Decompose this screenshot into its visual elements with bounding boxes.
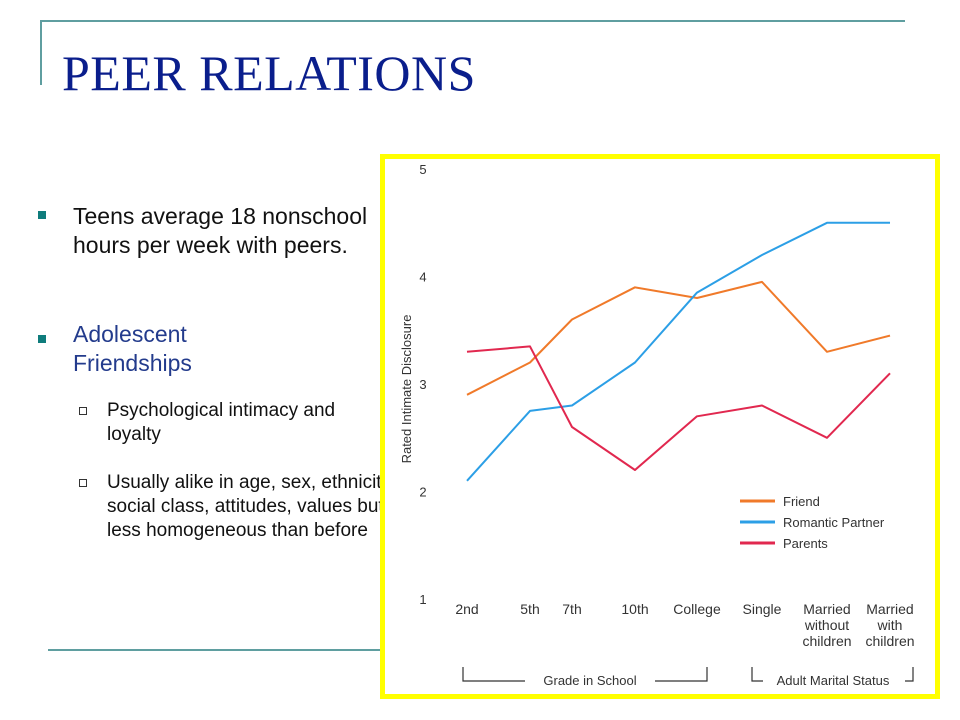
x-category-label: Married without children	[802, 601, 851, 649]
x-category-label: 7th	[562, 601, 581, 617]
y-tick-label: 3	[419, 377, 426, 392]
hollow-square-bullet-icon	[79, 407, 87, 415]
bottom-divider-line	[48, 649, 388, 651]
y-tick-label: 2	[419, 485, 426, 500]
y-tick-label: 5	[419, 162, 426, 177]
legend-label: Friend	[783, 494, 820, 509]
series-line-romantic-partner	[466, 221, 890, 482]
y-tick-label: 4	[419, 270, 426, 285]
y-axis-label: Rated Intimate Disclosure	[399, 315, 414, 464]
sub-bullet-text-intimacy: Psychological intimacy and loyalty	[107, 400, 336, 445]
line-chart: 1 2 3 4 5 Rated Intimate Disclosure Friend Roma…	[399, 162, 915, 688]
y-tick-label: 1	[419, 592, 426, 607]
bullet-text-hours: Teens average 18 nonschool hours per wee…	[73, 203, 368, 258]
square-bullet-icon	[38, 211, 46, 219]
x-category-label: 2nd	[455, 601, 478, 617]
chart-panel: 1 2 3 4 5 Rated Intimate Disclosure Friend Roma…	[380, 154, 940, 699]
legend-label: Parents	[783, 536, 828, 551]
group-label-grade: Grade in School	[543, 673, 636, 688]
square-bullet-icon	[38, 335, 46, 343]
legend-label: Romantic Partner	[783, 515, 885, 530]
series-line-friend	[466, 280, 891, 396]
series-line-parents	[466, 345, 891, 471]
slide-title: PEER RELATIONS	[62, 45, 476, 101]
group-label-marital: Adult Marital Status	[777, 673, 890, 688]
x-category-label: Single	[743, 601, 782, 617]
top-divider-line	[40, 20, 905, 22]
group-bracket-grade	[462, 667, 708, 682]
x-category-label: College	[673, 601, 721, 617]
x-category-label: 5th	[520, 601, 539, 617]
x-category-label: Married with children	[865, 601, 914, 649]
hollow-square-bullet-icon	[79, 479, 87, 487]
bullet-text-friendships: Adolescent Friendships	[73, 321, 192, 376]
left-accent-line	[40, 20, 42, 85]
group-bracket-marital	[751, 667, 914, 682]
sub-bullet-text-similarity: Usually alike in age, sex, ethnicity, so…	[107, 472, 395, 541]
x-category-label: 10th	[621, 601, 648, 617]
